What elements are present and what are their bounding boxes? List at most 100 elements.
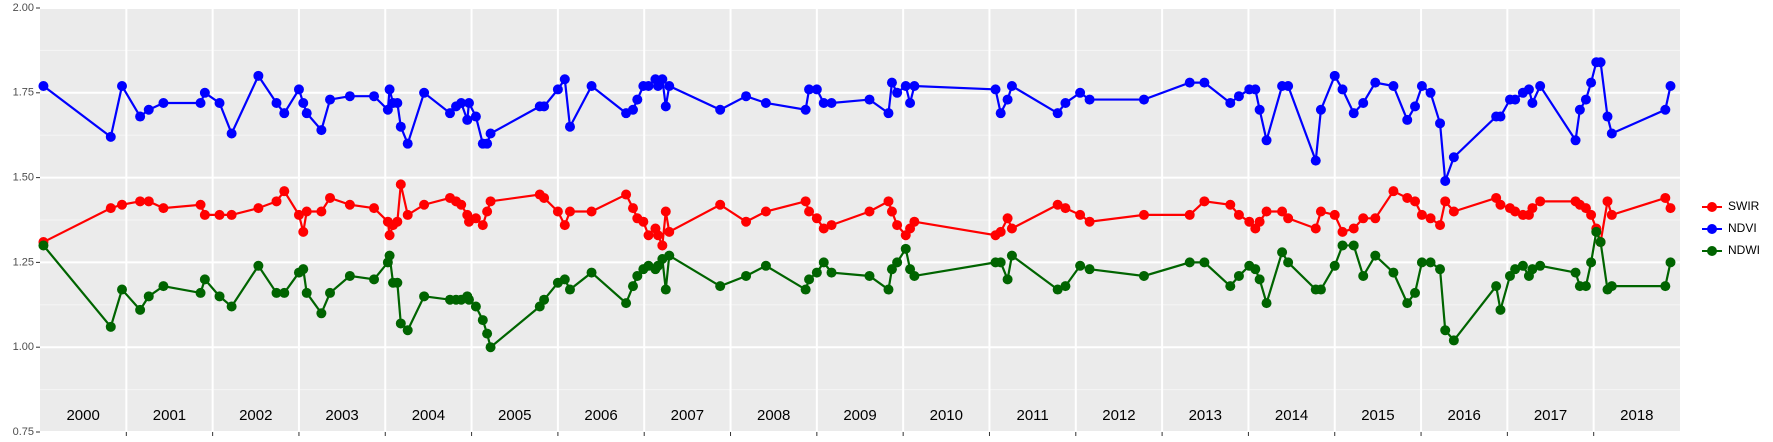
y-tick-label: 0.75 <box>13 426 34 438</box>
point <box>1410 287 1421 298</box>
point <box>226 128 237 139</box>
point <box>392 216 403 227</box>
point <box>1060 203 1071 214</box>
point <box>883 196 894 207</box>
point <box>1052 199 1063 210</box>
point <box>253 203 264 214</box>
point <box>117 284 127 295</box>
point <box>392 97 403 108</box>
legend-swatch <box>1707 202 1717 212</box>
point <box>1495 304 1506 315</box>
point <box>1440 175 1451 186</box>
point <box>1084 216 1095 227</box>
point <box>1199 257 1210 268</box>
point <box>293 209 304 220</box>
point <box>1388 267 1399 278</box>
point <box>462 114 473 125</box>
point <box>995 108 1006 119</box>
point <box>632 94 643 105</box>
point <box>1348 108 1359 119</box>
point <box>384 230 395 241</box>
point <box>657 74 668 85</box>
point <box>463 294 474 305</box>
point <box>105 321 116 332</box>
point <box>800 284 811 295</box>
point <box>1580 203 1591 214</box>
year-label: 2015 <box>1361 407 1394 424</box>
point <box>1591 226 1602 237</box>
point <box>1084 264 1095 275</box>
point <box>1388 81 1399 92</box>
point <box>1595 237 1606 248</box>
point <box>886 206 897 217</box>
point <box>1586 257 1597 268</box>
point <box>760 206 771 217</box>
point <box>564 121 575 132</box>
point <box>1535 196 1546 207</box>
point <box>38 240 49 251</box>
point <box>158 203 169 214</box>
point <box>1602 196 1613 207</box>
point <box>279 186 290 197</box>
legend-swatch <box>1707 246 1717 256</box>
point <box>482 206 493 217</box>
point <box>1602 111 1613 122</box>
point <box>1495 111 1506 122</box>
point <box>1491 281 1502 292</box>
point <box>316 206 327 217</box>
point <box>463 97 474 108</box>
year-label: 2017 <box>1534 407 1567 424</box>
point <box>643 230 654 241</box>
point <box>199 274 210 285</box>
point <box>627 203 638 214</box>
point <box>995 257 1006 268</box>
point <box>477 315 488 326</box>
point <box>1250 264 1261 275</box>
point <box>1370 250 1381 261</box>
point <box>990 84 1001 95</box>
point <box>470 213 481 224</box>
point <box>301 108 312 119</box>
point <box>660 284 671 295</box>
point <box>1358 270 1369 281</box>
point <box>1370 213 1381 224</box>
point <box>271 287 282 298</box>
point <box>653 230 664 241</box>
point <box>419 87 430 98</box>
point <box>559 274 570 285</box>
point <box>384 84 395 95</box>
point <box>105 131 116 142</box>
year-label: 2003 <box>325 407 358 424</box>
point <box>1138 94 1149 105</box>
point <box>279 287 290 298</box>
point <box>1527 203 1538 214</box>
point <box>1586 77 1597 88</box>
point <box>1244 216 1255 227</box>
point <box>456 199 467 210</box>
point <box>664 226 675 237</box>
point <box>632 270 643 281</box>
point <box>559 74 570 85</box>
point <box>226 301 237 312</box>
point <box>1586 209 1597 220</box>
point <box>485 196 496 207</box>
point <box>627 104 638 115</box>
point <box>1138 209 1149 220</box>
point <box>586 206 597 217</box>
year-label: 2013 <box>1189 407 1222 424</box>
point <box>1006 250 1017 261</box>
point <box>1329 260 1340 271</box>
year-label: 2006 <box>584 407 617 424</box>
point <box>369 274 380 285</box>
point <box>1254 274 1265 285</box>
point <box>741 270 752 281</box>
point <box>395 179 406 190</box>
point <box>1283 213 1294 224</box>
point <box>1535 81 1546 92</box>
point <box>1315 104 1326 115</box>
point <box>1660 104 1671 115</box>
point <box>1075 209 1086 220</box>
point <box>382 104 393 115</box>
point <box>1052 108 1063 119</box>
